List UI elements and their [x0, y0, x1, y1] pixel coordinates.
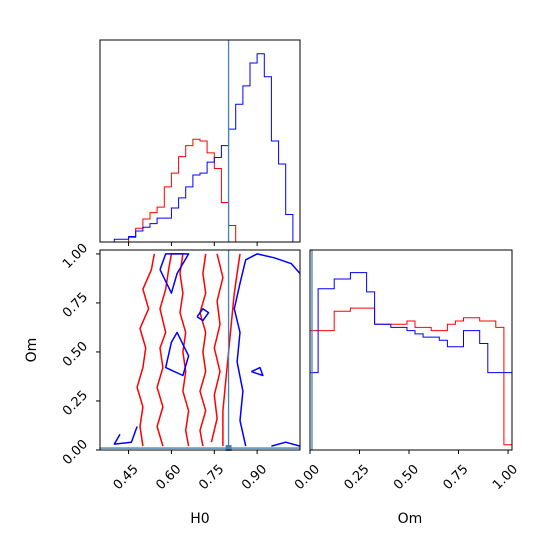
contour-line-series-1-1: [156, 253, 190, 447]
panel-hist-om: 0.00 0.25 0.50 0.75 1.00: [292, 249, 521, 493]
contour-line-series-2-3: [113, 426, 138, 445]
x-tick-label: 0.45: [111, 462, 142, 493]
x-axis-label-om: Om: [398, 511, 423, 527]
contour-line-series-2-7: [196, 308, 210, 322]
histogram-step-series-1: [309, 307, 513, 450]
histogram-step-series-1: [100, 138, 300, 243]
truth-marker: [225, 445, 232, 452]
panel-hist-h0: [99, 39, 301, 246]
histogram-step-series-2: [100, 53, 300, 243]
panel-contour-h0-om: 0.45 0.60 0.75 0.90 0.00 0.25 0.50 0.75 1.00: [60, 241, 301, 493]
contour-line-series-2-5: [164, 331, 190, 377]
x-axis-label-h0: H0: [190, 511, 209, 527]
contour-line-series-2-6: [251, 366, 264, 377]
contour-line-series-2-1: [233, 253, 301, 447]
x-tick-label: 0.90: [239, 462, 270, 493]
y-tick-label: 1.00: [60, 241, 91, 272]
x-tick-label: 0.00: [292, 462, 323, 493]
contour-line-series-1-5: [222, 253, 241, 447]
y-axis-label-om: Om: [24, 338, 40, 363]
y-tick-label: 0.00: [60, 437, 91, 468]
x-tick-label: 0.75: [441, 462, 472, 493]
contour-line-series-2-4: [159, 253, 190, 294]
contour-line-series-2-2: [271, 441, 301, 447]
hist-h0-frame: [99, 39, 301, 243]
contour-line-series-1-4: [210, 253, 224, 443]
x-tick-label: 0.75: [196, 462, 227, 493]
x-tick-label: 0.25: [341, 462, 372, 493]
contour-line-series-1-3: [199, 253, 207, 447]
hist-om-frame: [309, 249, 513, 451]
contour-frame: [99, 249, 301, 451]
y-tick-label: 0.50: [60, 339, 91, 370]
x-tick-label: 0.50: [391, 462, 422, 493]
contour-line-series-1-2: [136, 253, 156, 447]
x-tick-label: 0.60: [153, 462, 184, 493]
y-tick-label: 0.75: [60, 290, 91, 321]
y-tick-label: 0.25: [60, 388, 91, 419]
histogram-step-series-2: [309, 272, 513, 450]
x-tick-label: 1.00: [490, 462, 521, 493]
